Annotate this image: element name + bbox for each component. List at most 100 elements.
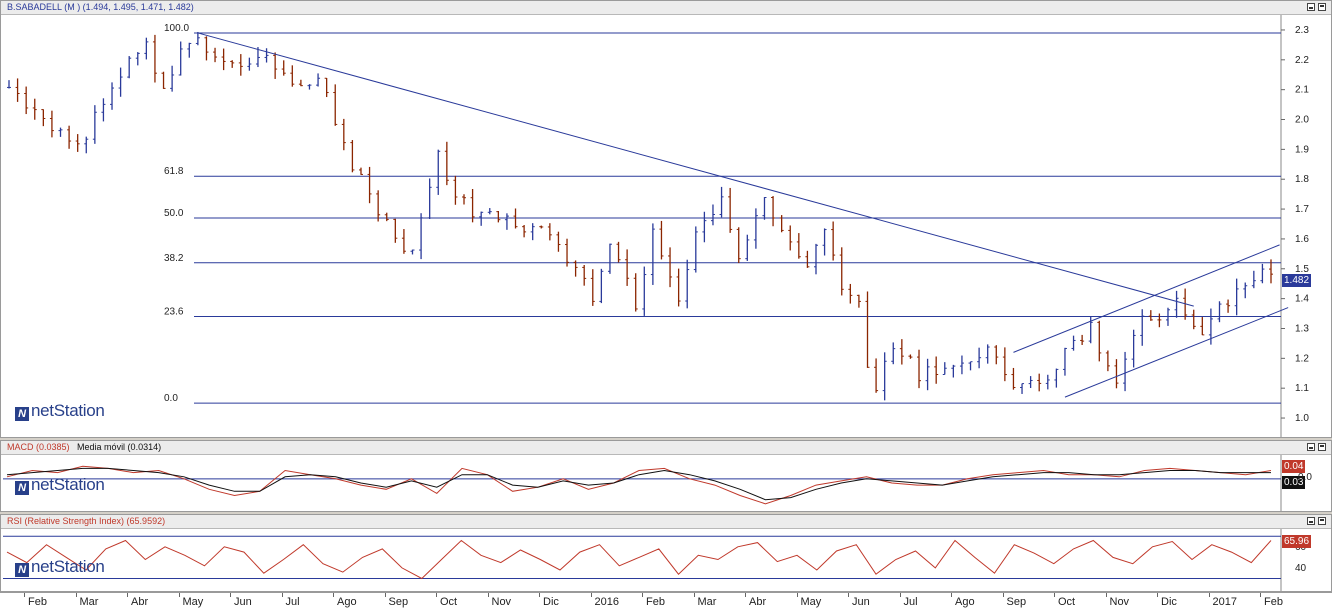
price-bar bbox=[874, 358, 879, 393]
price-bar bbox=[625, 249, 630, 286]
price-bar bbox=[1131, 329, 1136, 368]
price-bar bbox=[968, 361, 973, 371]
maximize-icon[interactable] bbox=[1318, 3, 1326, 11]
netstation-logo-text: netStation bbox=[31, 557, 105, 576]
price-bar bbox=[642, 266, 647, 316]
price-bar bbox=[942, 362, 947, 376]
maximize-icon[interactable] bbox=[1318, 517, 1326, 525]
time-axis-tick bbox=[1002, 593, 1004, 597]
price-y-tick-label: 2.3 bbox=[1295, 25, 1309, 36]
price-bar bbox=[58, 127, 63, 137]
price-bar bbox=[419, 213, 424, 260]
price-bar bbox=[779, 215, 784, 233]
price-chart[interactable]: 1.0 1.1 1.2 1.3 1.4 1.5 1.6 1.7 1.8 1.9 2.0 2.1 2.2 2… bbox=[1, 15, 1331, 437]
price-bar bbox=[788, 225, 793, 251]
price-bar bbox=[436, 149, 441, 195]
macd-zero-label: 0.0 bbox=[1298, 472, 1312, 483]
price-bar bbox=[401, 229, 406, 254]
netstation-logo-icon: N bbox=[15, 563, 29, 577]
time-axis-tick bbox=[848, 593, 849, 597]
channel-lower-line bbox=[1064, 307, 1289, 398]
price-bar bbox=[1037, 373, 1042, 392]
down-trend-line bbox=[197, 32, 1194, 307]
rsi-chart[interactable]: 4060 bbox=[1, 529, 1331, 591]
minimize-icon[interactable] bbox=[1307, 3, 1315, 11]
time-axis-label: Mar bbox=[79, 596, 99, 608]
price-bar bbox=[376, 190, 381, 222]
price-bar bbox=[178, 41, 183, 76]
price-bar bbox=[298, 79, 303, 87]
time-axis-label: Mar bbox=[697, 596, 717, 608]
time-axis-label: Ago bbox=[955, 596, 975, 608]
price-bar bbox=[1054, 368, 1059, 388]
price-bar bbox=[710, 204, 715, 226]
price-bar bbox=[539, 225, 544, 229]
macd-panel-title: MACD (0.0385) Media móvil (0.0314) bbox=[7, 441, 161, 454]
price-bar bbox=[771, 196, 776, 227]
price-bar bbox=[1123, 351, 1128, 392]
fibonacci-level-label: 61.8 bbox=[164, 166, 184, 177]
time-axis-tick bbox=[951, 593, 952, 597]
price-bar bbox=[590, 269, 595, 306]
rsi-panel-title: RSI (Relative Strength Index) (65.9592) bbox=[7, 516, 166, 526]
price-bar bbox=[796, 233, 801, 259]
macd-chart[interactable] bbox=[1, 455, 1331, 511]
signal-title: Media móvil (0.0314) bbox=[77, 442, 162, 452]
price-bar bbox=[882, 352, 887, 401]
minimize-icon[interactable] bbox=[1307, 443, 1315, 451]
time-axis-label: Sep bbox=[388, 596, 409, 608]
price-bar bbox=[865, 291, 870, 368]
price-bar bbox=[1105, 350, 1110, 372]
price-bar bbox=[316, 73, 321, 87]
netstation-logo-icon: N bbox=[15, 407, 29, 421]
time-axis-tick bbox=[1105, 593, 1107, 597]
price-bar bbox=[290, 65, 295, 87]
price-bar bbox=[702, 211, 707, 243]
price-bar bbox=[1191, 309, 1196, 330]
price-bar bbox=[410, 249, 415, 255]
rsi-line bbox=[6, 539, 1272, 580]
price-bar bbox=[238, 54, 243, 76]
price-bar bbox=[573, 260, 578, 277]
fibonacci-level-label: 23.6 bbox=[164, 307, 184, 318]
price-bar bbox=[384, 212, 389, 222]
rsi-value-tag: 65.96 bbox=[1282, 535, 1312, 548]
maximize-icon[interactable] bbox=[1318, 443, 1326, 451]
price-y-tick-label: 1.7 bbox=[1295, 204, 1309, 215]
price-bar bbox=[1020, 383, 1025, 394]
time-axis-tick bbox=[539, 593, 540, 597]
price-bar bbox=[530, 223, 535, 241]
time-axis-tick bbox=[590, 593, 592, 597]
price-bar bbox=[925, 358, 930, 391]
price-y-tick-label: 1.1 bbox=[1295, 383, 1309, 394]
minimize-icon[interactable] bbox=[1307, 517, 1315, 525]
time-axis-label: Oct bbox=[1058, 596, 1076, 608]
price-bar bbox=[719, 186, 724, 218]
price-bar bbox=[195, 31, 200, 46]
time-axis-tick bbox=[642, 593, 643, 597]
price-bar bbox=[101, 98, 106, 122]
time-axis-tick bbox=[487, 593, 489, 597]
time-axis-tick bbox=[1054, 593, 1055, 597]
time-axis-tick bbox=[436, 593, 437, 597]
time-axis-label: Jul bbox=[285, 596, 300, 608]
price-bar bbox=[1251, 270, 1256, 289]
time-axis-tick bbox=[230, 593, 231, 597]
time-axis-label: Nov bbox=[1109, 596, 1130, 608]
price-bar bbox=[470, 189, 475, 223]
price-bar bbox=[917, 349, 922, 389]
price-bar bbox=[427, 178, 432, 220]
price-bar bbox=[333, 84, 338, 126]
signal-value-tag: 0.03 bbox=[1282, 476, 1306, 489]
time-axis-label: 2017 bbox=[1212, 596, 1237, 608]
price-bar bbox=[247, 57, 252, 71]
price-bar bbox=[444, 141, 449, 186]
price-bar bbox=[1243, 282, 1248, 299]
price-bar bbox=[67, 125, 72, 149]
price-bar bbox=[127, 56, 132, 79]
price-bar bbox=[856, 294, 861, 308]
price-bar bbox=[1140, 309, 1145, 346]
time-axis-label: Feb bbox=[646, 596, 665, 608]
time-axis-label: Oct bbox=[440, 596, 458, 608]
